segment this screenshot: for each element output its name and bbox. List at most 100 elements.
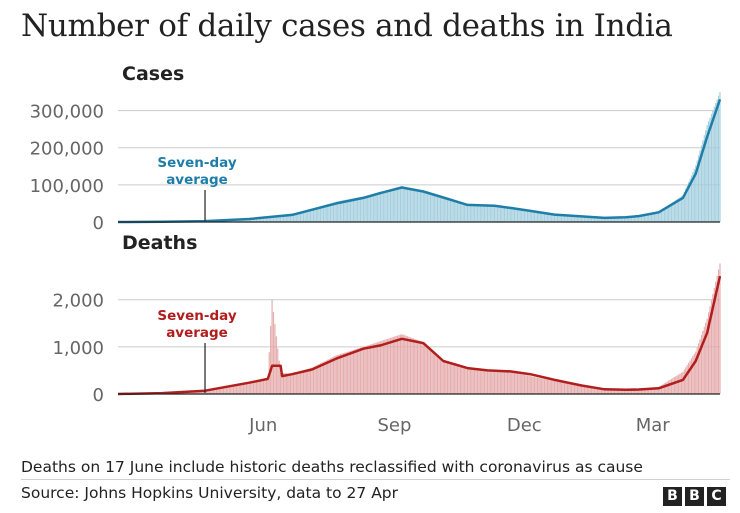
- daily-bar: [511, 372, 513, 394]
- daily-bar: [421, 191, 423, 222]
- daily-bar: [432, 351, 434, 394]
- daily-bar: [398, 186, 400, 222]
- daily-bar: [445, 361, 447, 394]
- daily-bar: [690, 358, 693, 394]
- daily-bar: [588, 217, 590, 222]
- daily-bar: [459, 203, 461, 222]
- daily-bar: [484, 205, 486, 222]
- daily-bar: [225, 386, 228, 394]
- daily-bar: [351, 350, 353, 394]
- footer-divider: [21, 479, 730, 480]
- daily-bar: [656, 387, 658, 394]
- daily-bar: [629, 216, 631, 222]
- daily-bar: [622, 389, 624, 394]
- daily-bar: [707, 312, 710, 394]
- daily-bar: [419, 191, 422, 222]
- daily-bar: [472, 205, 474, 222]
- daily-bar: [615, 217, 617, 222]
- daily-bar: [591, 217, 593, 222]
- daily-bar: [659, 386, 661, 394]
- daily-bar: [491, 205, 493, 222]
- daily-bar: [703, 326, 705, 394]
- daily-bar: [638, 388, 640, 394]
- daily-bar: [529, 211, 531, 222]
- daily-bar: [489, 371, 491, 394]
- daily-bar: [583, 386, 586, 394]
- daily-bar: [285, 373, 287, 394]
- daily-bar: [474, 205, 476, 222]
- daily-bar: [362, 346, 364, 394]
- daily-bar: [519, 374, 521, 394]
- daily-bar: [347, 199, 349, 222]
- daily-bar: [387, 190, 389, 222]
- daily-bar: [294, 372, 296, 394]
- daily-bar: [542, 213, 544, 222]
- daily-bar: [342, 353, 344, 394]
- daily-bar: [666, 381, 668, 394]
- daily-bar: [414, 189, 416, 222]
- daily-bar: [642, 214, 644, 222]
- daily-bar: [602, 389, 604, 394]
- daily-bar: [679, 373, 681, 394]
- daily-bar: [287, 214, 289, 222]
- daily-bar: [636, 215, 638, 222]
- daily-bar: [218, 387, 220, 394]
- daily-bar: [251, 381, 253, 394]
- daily-bar: [358, 197, 360, 222]
- daily-bar: [562, 382, 564, 394]
- daily-bar: [650, 213, 653, 222]
- daily-bar: [422, 191, 424, 222]
- daily-bar: [416, 340, 419, 394]
- daily-bar: [354, 349, 356, 394]
- daily-bar: [478, 370, 480, 394]
- daily-bar: [692, 172, 694, 222]
- daily-bar: [583, 216, 586, 222]
- daily-bar: [381, 340, 383, 394]
- daily-bar: [569, 216, 571, 222]
- daily-bar: [265, 378, 267, 394]
- daily-bar: [605, 217, 607, 222]
- daily-bar: [618, 217, 620, 222]
- daily-bar: [481, 370, 483, 394]
- daily-bar: [662, 208, 664, 222]
- daily-bar: [620, 216, 623, 222]
- daily-bar: [349, 198, 352, 222]
- daily-bar: [658, 211, 660, 222]
- daily-bar: [464, 204, 466, 222]
- daily-bar: [515, 373, 517, 394]
- daily-bar: [312, 366, 315, 394]
- daily-bar: [533, 212, 536, 222]
- daily-bar: [257, 380, 259, 394]
- daily-bar: [561, 382, 563, 394]
- annotation-label: average: [166, 172, 228, 188]
- daily-bar: [636, 388, 638, 394]
- daily-bar: [319, 363, 322, 394]
- daily-bar: [284, 214, 286, 222]
- daily-bar: [278, 360, 280, 394]
- daily-bar: [680, 372, 683, 394]
- daily-bar: [663, 207, 665, 222]
- daily-bar: [541, 213, 543, 222]
- daily-bar: [311, 208, 313, 222]
- daily-bar: [623, 389, 626, 394]
- daily-bar: [280, 372, 282, 394]
- daily-bar: [491, 371, 493, 394]
- daily-bar: [285, 214, 287, 222]
- daily-bar: [712, 110, 714, 222]
- logo-letter: B: [685, 487, 704, 506]
- daily-bar: [666, 205, 668, 222]
- daily-bar: [563, 215, 566, 222]
- daily-bar: [255, 217, 257, 222]
- daily-bar: [329, 203, 332, 222]
- daily-bar: [402, 186, 404, 222]
- daily-bar: [314, 207, 316, 222]
- daily-bar: [260, 379, 262, 394]
- daily-bar: [244, 382, 246, 394]
- daily-bar: [678, 198, 680, 222]
- daily-bar: [291, 214, 293, 222]
- daily-bar: [210, 389, 212, 394]
- daily-bar: [682, 195, 684, 222]
- daily-bar: [215, 388, 218, 394]
- daily-bar: [314, 366, 316, 394]
- daily-bar: [675, 200, 677, 222]
